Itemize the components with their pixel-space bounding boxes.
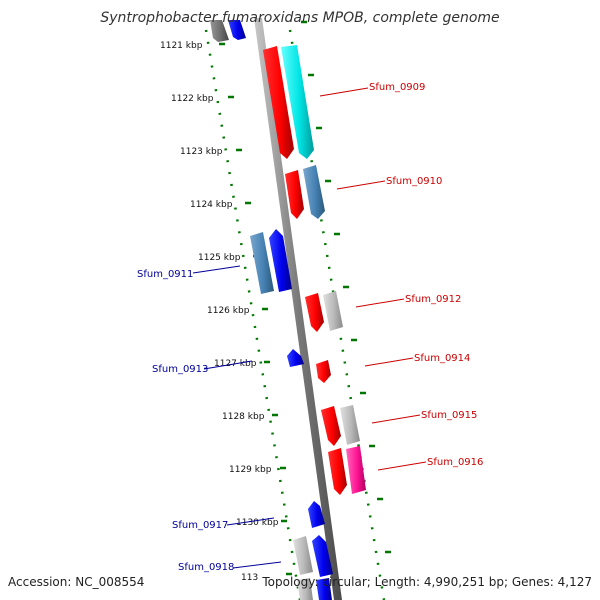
gene-label-sfum-0915[interactable]: Sfum_0915 [421,410,477,421]
leader-sfum-0909 [319,87,369,97]
cds-sfum-0913[interactable] [287,349,304,367]
gene-features [210,20,366,600]
ruler-label-1130: 1130 kbp [236,518,279,528]
leader-lines [192,87,427,569]
cds-sfum-0910-pair[interactable] [285,170,304,219]
cds-sfum-0909-pair[interactable] [281,45,314,159]
cds-sfum-0915[interactable] [340,405,360,445]
gene-label-sfum-0910[interactable]: Sfum_0910 [386,176,442,187]
leader-sfum-0917 [226,517,275,526]
gene-label-sfum-0916[interactable]: Sfum_0916 [427,457,483,468]
gene-label-sfum-0918[interactable]: Sfum_0918 [178,562,234,573]
cds-top-gray[interactable] [210,20,229,42]
gene-label-sfum-0909[interactable]: Sfum_0909 [369,82,425,93]
leader-sfum-0911 [192,265,241,274]
cds-sfum-0909[interactable] [263,46,294,159]
leader-sfum-0918 [232,561,282,569]
cds-bottom-blue[interactable] [316,578,332,600]
leader-sfum-0916 [377,461,427,471]
cds-sfum-0916[interactable] [346,446,366,494]
ruler-label-1125: 1125 kbp [198,253,241,263]
ruler-left-border [204,29,302,600]
ruler-label-113: 113 [241,573,258,583]
gene-label-sfum-0911[interactable]: Sfum_0911 [137,269,193,280]
ruler-label-1126: 1126 kbp [207,306,250,316]
cds-bottom-gray[interactable] [297,578,313,600]
topology-text: Topology: circular; Length: 4,990,251 bp… [261,575,592,589]
cds-sfum-0911[interactable] [269,229,292,292]
leader-sfum-0912 [355,298,405,308]
gene-labels: Sfum_0909 Sfum_0910 Sfum_0911 Sfum_0912 … [137,82,483,573]
gene-label-sfum-0913[interactable]: Sfum_0913 [152,364,208,375]
ruler-label-1122: 1122 kbp [171,94,214,104]
leader-sfum-0913 [203,360,253,370]
cds-sfum-0912-pair[interactable] [305,293,324,332]
cds-sfum-0912[interactable] [323,291,343,331]
cds-sfum-0911-pair[interactable] [250,232,274,294]
cds-sfum-0916-pair[interactable] [328,448,347,495]
cds-sfum-0915-pair[interactable] [321,406,341,446]
ruler-label-1129: 1129 kbp [229,465,272,475]
ruler-labels: 1121 kbp 1122 kbp 1123 kbp 1124 kbp 1125… [160,41,279,583]
ruler-label-1124: 1124 kbp [190,200,233,210]
cds-sfum-0918[interactable] [312,535,333,577]
leader-sfum-0914 [364,357,414,367]
cds-sfum-0914[interactable] [316,360,331,383]
leader-sfum-0910 [336,180,386,190]
cds-sfum-0910[interactable] [303,165,325,219]
leader-sfum-0915 [371,414,421,424]
genome-backbone [254,18,342,600]
gene-label-sfum-0917[interactable]: Sfum_0917 [172,520,228,531]
cds-top-blue[interactable] [228,20,246,40]
ruler-label-1121: 1121 kbp [160,41,203,51]
page-title: Syntrophobacter fumaroxidans MPOB, compl… [100,10,499,26]
ruler-label-1128: 1128 kbp [222,412,265,422]
cds-sfum-0918-pair[interactable] [293,536,313,575]
cds-sfum-0917[interactable] [308,501,325,528]
gene-label-sfum-0912[interactable]: Sfum_0912 [405,294,461,305]
gene-label-sfum-0914[interactable]: Sfum_0914 [414,353,470,364]
ruler-label-1123: 1123 kbp [180,147,223,157]
accession-text: Accession: NC_008554 [8,575,144,589]
